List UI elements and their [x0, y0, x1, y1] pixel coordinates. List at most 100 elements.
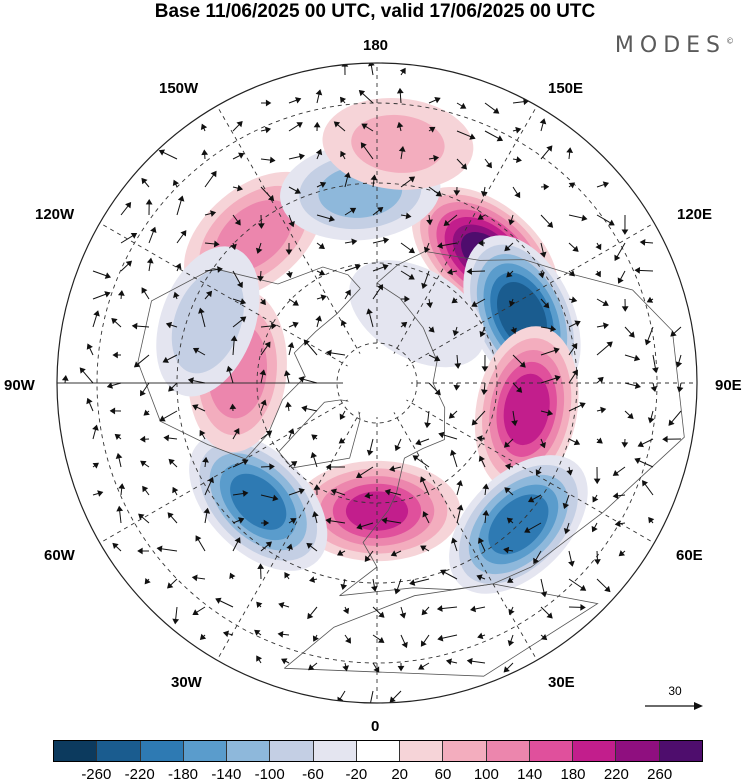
colorbar-tick-label: -180: [167, 766, 199, 783]
wind-arrow: [256, 655, 263, 664]
lon-label-180: 180: [363, 37, 389, 54]
wind-arrow: [140, 460, 150, 468]
wind-arrow: [484, 102, 500, 114]
wind-arrow: [143, 409, 150, 416]
wind-arrow: [568, 320, 581, 328]
meridian-120: [390, 222, 655, 376]
wind-arrow: [148, 226, 157, 244]
wind-arrow: [204, 290, 213, 300]
wind-arrow: [456, 504, 464, 524]
wind-arrow: [118, 483, 126, 496]
wind-arrow: [301, 405, 318, 412]
wind-arrow: [477, 239, 486, 247]
anomaly-fields: [156, 98, 588, 594]
wind-arrow: [453, 382, 461, 391]
wind-arrow: [618, 550, 626, 557]
wind-arrow: [172, 606, 180, 625]
wind-arrow: [106, 382, 122, 389]
wind-arrow: [624, 410, 634, 420]
wind-arrow: [372, 634, 385, 643]
wind-arrow: [260, 322, 277, 330]
wind-arrow: [356, 522, 374, 530]
wind-arrow: [504, 463, 514, 470]
wind-arrow: [476, 435, 486, 442]
wind-arrow: [109, 407, 122, 415]
wind-arrow: [199, 633, 207, 640]
wind-arrow: [540, 183, 550, 191]
wind-arrow: [172, 179, 180, 188]
wind-arrow: [195, 535, 206, 552]
wind-arrow: [92, 310, 100, 328]
wind-arrow: [298, 376, 318, 384]
wind-arrow: [440, 569, 458, 580]
wind-arrow: [339, 410, 346, 420]
wind-arrow: [381, 517, 402, 525]
wind-arrow: [371, 578, 378, 592]
wind-arrow: [176, 195, 185, 216]
wind-arrow: [356, 466, 374, 478]
wind-arrow: [437, 634, 458, 642]
lon-label-150w: 150W: [159, 80, 199, 97]
wind-arrow: [384, 488, 402, 496]
wind-arrow: [428, 126, 436, 133]
wind-arrow: [232, 458, 249, 468]
wind-arrow: [232, 537, 241, 552]
wind-arrow: [338, 437, 346, 444]
wind-arrow: [256, 601, 263, 608]
wind-arrow: [512, 186, 521, 199]
wind-arrow: [187, 377, 206, 384]
wind-arrow: [286, 270, 293, 279]
wind-arrow: [366, 308, 374, 328]
wind-arrow: [158, 149, 178, 160]
wind-arrow: [230, 335, 238, 356]
wind-arrow: [204, 210, 217, 217]
wind-arrow: [477, 632, 486, 640]
wind-arrow: [167, 512, 178, 524]
wind-arrow: [316, 269, 326, 276]
reference-vector: [645, 702, 703, 710]
wind-arrow: [394, 438, 402, 452]
wind-arrow: [480, 186, 488, 197]
wind-arrow: [456, 480, 463, 496]
anomaly-neg-eurasia: [449, 455, 588, 594]
wind-arrow: [372, 263, 389, 272]
wind-arrow: [202, 456, 209, 468]
wind-arrow: [315, 89, 323, 104]
wind-arrow: [131, 322, 150, 330]
wind-arrow: [260, 126, 271, 134]
wind-arrow: [396, 87, 404, 104]
wind-arrow: [344, 172, 351, 188]
wind-arrow: [159, 410, 178, 422]
wind-arrow: [614, 242, 626, 262]
wind-arrow: [668, 410, 682, 426]
wind-arrow: [568, 550, 575, 567]
wind-arrow: [428, 354, 441, 362]
wind-arrow: [568, 402, 586, 412]
wind-arrow: [471, 298, 486, 307]
wind-arrow: [260, 430, 273, 440]
wind-arrow: [139, 435, 150, 443]
wind-arrow: [477, 213, 486, 220]
wind-arrow: [400, 295, 410, 303]
wind-arrow: [229, 572, 236, 580]
colorbar-tick-label: -100: [254, 766, 285, 783]
wind-arrow: [316, 294, 327, 301]
wind-arrow: [624, 354, 641, 362]
wind-arrow: [175, 263, 182, 272]
wind-arrow: [288, 186, 301, 194]
wind-arrow: [675, 354, 683, 368]
wind-arrow: [176, 230, 187, 244]
colorbar-swatch: [442, 741, 486, 761]
wind-arrow: [340, 150, 347, 160]
wind-arrow: [315, 315, 322, 328]
lon-label-90w: 90W: [4, 377, 35, 394]
wind-arrow: [342, 662, 349, 672]
wind-arrow: [192, 404, 206, 412]
meridian--120: [99, 222, 364, 376]
wind-arrow: [167, 578, 178, 589]
wind-arrow: [400, 270, 415, 280]
wind-arrow: [482, 483, 490, 496]
wind-arrow: [399, 67, 406, 76]
wind-arrow: [670, 326, 682, 337]
wind-arrow: [396, 121, 404, 132]
